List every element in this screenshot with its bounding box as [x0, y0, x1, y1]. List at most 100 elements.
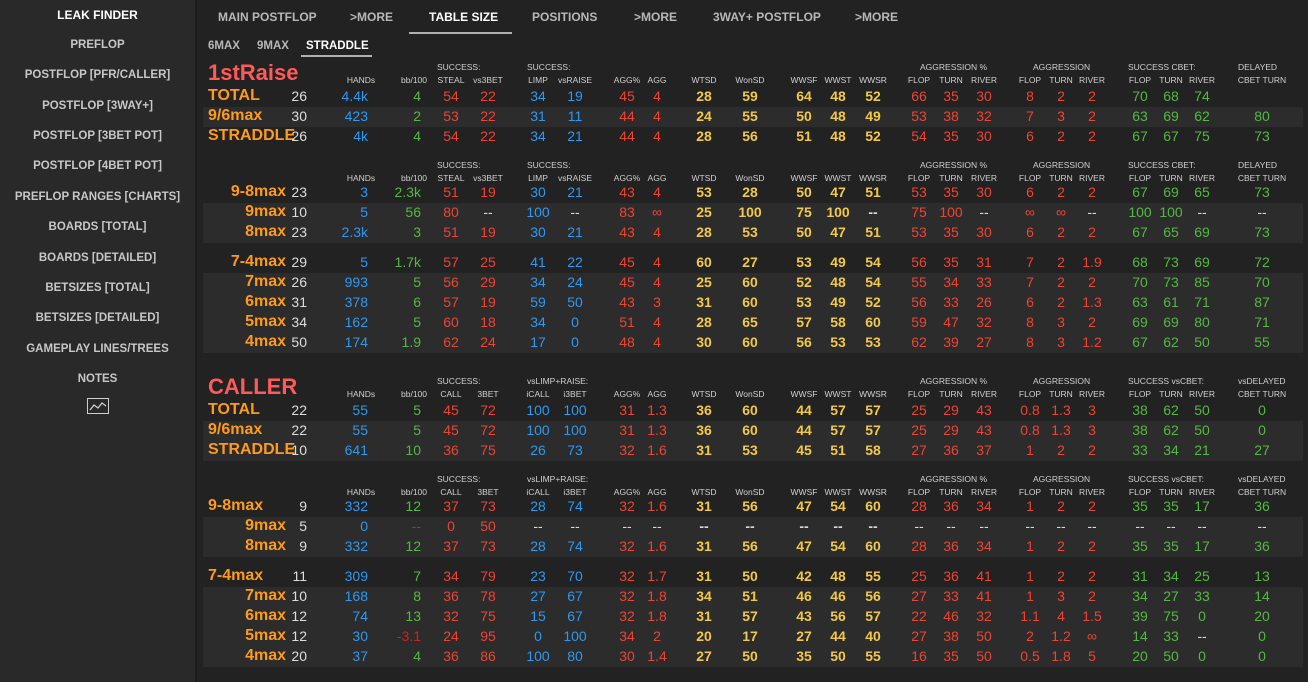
column-header: WWSR [859, 173, 887, 183]
row-count: 12 [291, 628, 307, 644]
stat-value: 162 [344, 314, 368, 330]
stat-value: 50 [976, 628, 992, 644]
stat-value: 4 [413, 88, 421, 104]
stat-value: 50 [830, 648, 846, 664]
column-header: WonSD [735, 173, 765, 183]
column-header: WWSR [859, 389, 887, 399]
stat-value: 30 [976, 88, 992, 104]
sidebar-item-betsizes-total[interactable]: BETSIZES [TOTAL] [45, 282, 150, 294]
stat-value: 95 [480, 628, 496, 644]
sidebar-item-postflop-pfr-caller[interactable]: POSTFLOP [PFR/CALLER] [24, 69, 171, 81]
stat-value: 2 [1088, 224, 1096, 240]
stat-value: 100 [563, 628, 587, 644]
stat-value: 100 [563, 422, 587, 438]
tab-main-postflop[interactable]: MAIN POSTFLOP [218, 10, 317, 24]
stat-value: 28 [911, 538, 927, 554]
tab-more-1[interactable]: >MORE [350, 10, 394, 24]
column-header: TURN [1159, 487, 1183, 497]
stat-value: 32 [619, 588, 635, 604]
stat-value: 34 [619, 628, 635, 644]
stat-value: 74 [1194, 88, 1210, 104]
stat-value: -- [833, 518, 843, 534]
sidebar-item-gameplay-lines[interactable]: GAMEPLAY LINES/TREES [26, 343, 169, 355]
stat-value: 53 [796, 254, 812, 270]
stat-value: 35 [1132, 498, 1148, 514]
stat-value: -- [1087, 518, 1097, 534]
column-group-header: SUCCESS: [437, 160, 481, 170]
sidebar-item-boards-detailed[interactable]: BOARDS [DETAILED] [38, 252, 157, 264]
stat-value: 47 [830, 184, 846, 200]
stat-value: 51 [865, 224, 881, 240]
stat-value: 62 [443, 334, 459, 350]
stat-value: 55 [865, 648, 881, 664]
tab-more-2[interactable]: >MORE [634, 10, 678, 24]
row-label: 8max [245, 223, 286, 240]
stat-value: 53 [911, 184, 927, 200]
column-header: vs3BET [473, 173, 503, 183]
stat-value: 17 [530, 334, 546, 350]
stat-value: 1.3 [647, 422, 667, 438]
stat-value: 2.3k [341, 224, 368, 240]
stat-value: 26 [530, 442, 546, 458]
stat-value: 43 [976, 402, 992, 418]
stat-value: 87 [1254, 294, 1270, 310]
stat-value: 58 [865, 442, 881, 458]
stat-value: 67 [1163, 128, 1179, 144]
stat-value: 35 [943, 254, 959, 270]
sidebar-item-preflop[interactable]: PREFLOP [70, 39, 125, 51]
line-chart-icon[interactable] [87, 398, 109, 414]
column-header: RIVER [971, 487, 997, 497]
tab-more-3[interactable]: >MORE [855, 10, 899, 24]
stat-value: 2 [1088, 128, 1096, 144]
column-header: TURN [1049, 487, 1073, 497]
row-stripe [203, 107, 1303, 127]
sidebar-item-betsizes-detailed[interactable]: BETSIZES [DETAILED] [35, 312, 160, 324]
stat-value: 22 [911, 608, 927, 624]
stat-value: 75 [480, 442, 496, 458]
stat-value: 29 [943, 422, 959, 438]
stat-value: 2 [1088, 498, 1096, 514]
column-header: HANDs [346, 75, 376, 85]
stat-value: 0 [1258, 648, 1266, 664]
tab-table-size[interactable]: TABLE SIZE [429, 10, 499, 24]
stat-value: 48 [830, 128, 846, 144]
sidebar-item-preflop-ranges[interactable]: PREFLOP RANGES [CHARTS] [14, 191, 181, 203]
stat-value: 39 [943, 334, 959, 350]
stat-value: 27 [1254, 442, 1270, 458]
stat-value: 12 [405, 538, 421, 554]
tab-positions[interactable]: POSITIONS [532, 10, 598, 24]
stat-value: -- [979, 518, 989, 534]
stat-value: 38 [1132, 422, 1148, 438]
stat-value: -- [946, 518, 956, 534]
stat-value: 100 [526, 422, 550, 438]
stat-value: 44 [830, 628, 846, 644]
stat-value: 5 [1088, 648, 1096, 664]
column-header: FLOP [907, 75, 931, 85]
subtab-9max[interactable]: 9MAX [257, 40, 289, 52]
column-header: vs3BET [473, 75, 503, 85]
tab-3way-postflop[interactable]: 3WAY+ POSTFLOP [713, 10, 821, 24]
sidebar-item-postflop-3way[interactable]: POSTFLOP [3WAY+] [42, 100, 153, 112]
stat-value: -- [914, 518, 924, 534]
stat-value: 55 [911, 274, 927, 290]
sidebar-item-postflop-4bet-pot[interactable]: POSTFLOP [4BET POT] [33, 160, 162, 172]
stat-value: 50 [796, 108, 812, 124]
stat-value: 50 [796, 224, 812, 240]
stat-value: 4 [653, 334, 661, 350]
sidebar-item-postflop-3bet-pot[interactable]: POSTFLOP [3BET POT] [33, 130, 162, 142]
subtab-straddle[interactable]: STRADDLE [306, 40, 369, 52]
stat-value: 641 [344, 442, 368, 458]
stat-value: 31 [696, 498, 712, 514]
sidebar-item-boards-total[interactable]: BOARDS [TOTAL] [48, 221, 147, 233]
column-header: RIVER [1189, 173, 1215, 183]
stat-value: 12 [405, 498, 421, 514]
stat-value: 19 [567, 88, 583, 104]
stat-value: 1.8 [1051, 648, 1071, 664]
stat-value: 55 [352, 422, 368, 438]
subtab-6max[interactable]: 6MAX [208, 40, 240, 52]
stat-value: 21 [567, 128, 583, 144]
stat-value: 30 [976, 224, 992, 240]
sidebar-item-notes[interactable]: NOTES [77, 373, 118, 385]
stat-value: 34 [530, 274, 546, 290]
stat-value: 47 [796, 538, 812, 554]
